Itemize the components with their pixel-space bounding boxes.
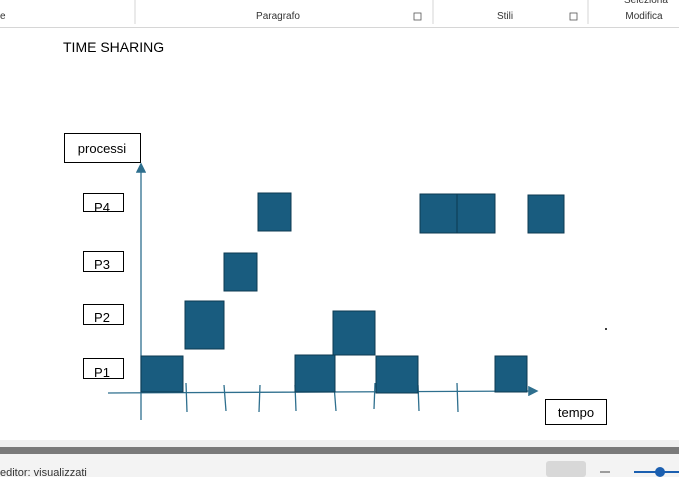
ribbon-button[interactable]: Seleziona — [624, 0, 668, 6]
label-box — [83, 193, 124, 212]
label-box — [83, 304, 124, 325]
y-axis-label: processi — [78, 141, 127, 156]
ribbon — [0, 0, 679, 27]
dialog-launcher[interactable] — [569, 12, 578, 21]
label-box — [83, 251, 124, 272]
row-label: P4 — [94, 200, 110, 215]
scroll-bar — [0, 447, 679, 454]
ribbon-group[interactable]: Modifica — [625, 11, 663, 22]
dialog-launcher[interactable] — [413, 12, 422, 21]
label-box — [83, 358, 124, 379]
ribbon-group[interactable]: e — [0, 11, 6, 22]
status-text: editor: visualizzati — [0, 467, 87, 477]
page-gap — [0, 440, 679, 447]
ribbon-group[interactable]: Paragrafo — [256, 11, 300, 22]
row-label: P1 — [94, 365, 110, 380]
label-box — [64, 133, 141, 163]
dot — [605, 328, 607, 330]
time-slices — [140, 192, 565, 394]
row-label: P3 — [94, 257, 110, 272]
doc-title: TIME SHARING — [63, 39, 164, 55]
row-label: P2 — [94, 310, 110, 325]
ribbon-group[interactable]: Stili — [497, 11, 513, 22]
status-bar — [0, 454, 679, 477]
x-axis-label: tempo — [558, 405, 594, 420]
view-button[interactable] — [546, 461, 586, 477]
label-box — [545, 399, 607, 425]
zoom-thumb[interactable] — [655, 467, 665, 477]
